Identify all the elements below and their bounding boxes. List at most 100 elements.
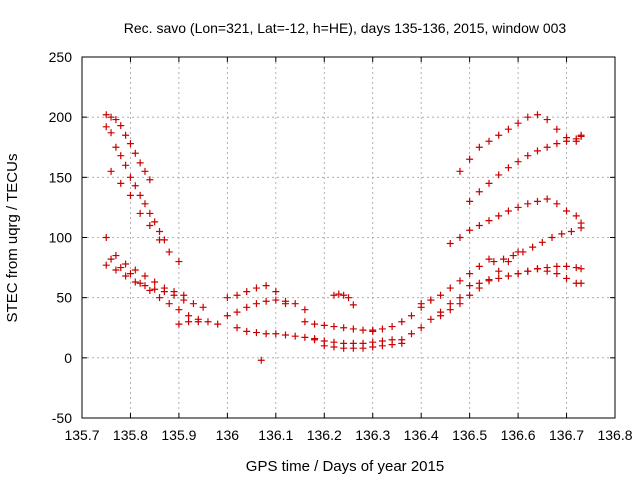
data-point — [533, 197, 541, 205]
data-point — [165, 300, 173, 308]
data-point — [485, 179, 493, 187]
data-point — [490, 258, 498, 266]
data-point — [563, 137, 571, 145]
data-point — [504, 258, 512, 266]
data-point — [466, 282, 474, 290]
data-point — [504, 125, 512, 133]
y-tick-label: 250 — [49, 49, 73, 65]
x-tick-label: 136 — [216, 427, 240, 443]
data-point — [553, 200, 561, 208]
y-tick-label: 50 — [56, 290, 72, 306]
data-point — [359, 344, 367, 352]
data-point — [446, 306, 454, 314]
data-point — [151, 278, 159, 286]
data-point — [146, 209, 154, 217]
data-point — [146, 221, 154, 229]
data-point — [495, 267, 503, 275]
data-point — [475, 221, 483, 229]
data-point — [388, 323, 396, 331]
data-point — [262, 330, 270, 338]
data-point — [175, 306, 183, 314]
data-point — [427, 315, 435, 323]
data-point — [538, 238, 546, 246]
data-point — [456, 300, 464, 308]
data-point — [122, 272, 130, 280]
data-point — [165, 248, 173, 256]
data-point — [136, 209, 144, 217]
data-point — [572, 212, 580, 220]
data-point — [485, 255, 493, 263]
data-point — [495, 212, 503, 220]
data-point — [330, 291, 338, 299]
y-tick-label: 200 — [49, 109, 73, 125]
data-point — [427, 296, 435, 304]
data-point — [156, 236, 164, 244]
data-point — [257, 356, 265, 364]
data-point — [170, 291, 178, 299]
data-point — [175, 320, 183, 328]
data-points — [102, 111, 585, 364]
y-tick-label: 150 — [49, 169, 73, 185]
data-point — [252, 300, 260, 308]
data-point — [349, 325, 357, 333]
data-point — [320, 321, 328, 329]
data-point — [340, 344, 348, 352]
x-tick-label: 136.7 — [549, 427, 584, 443]
data-point — [378, 342, 386, 350]
data-point — [282, 297, 290, 305]
data-point — [509, 252, 517, 260]
data-point — [553, 140, 561, 148]
data-point — [102, 234, 110, 241]
data-point — [117, 122, 125, 130]
x-tick-label: 135.9 — [161, 427, 196, 443]
data-point — [466, 226, 474, 234]
data-point — [466, 155, 474, 163]
data-point — [233, 324, 241, 332]
data-point — [102, 111, 110, 119]
data-point — [577, 224, 585, 232]
data-point — [272, 296, 280, 304]
data-point — [107, 167, 115, 175]
data-point — [577, 132, 585, 140]
data-point — [189, 300, 197, 308]
data-point — [456, 294, 464, 302]
data-point — [223, 312, 231, 320]
data-point — [378, 325, 386, 333]
data-point — [514, 203, 522, 211]
data-point — [214, 320, 222, 328]
data-point — [456, 167, 464, 175]
data-point — [102, 123, 110, 131]
data-point — [107, 255, 115, 263]
grid-lines — [82, 57, 615, 418]
data-point — [388, 341, 396, 349]
data-point — [398, 318, 406, 326]
data-point — [533, 147, 541, 155]
data-point — [514, 270, 522, 278]
data-point — [485, 217, 493, 225]
data-point — [417, 324, 425, 332]
data-point — [311, 336, 319, 344]
data-point — [475, 143, 483, 151]
data-point — [330, 323, 338, 331]
data-point — [543, 116, 551, 124]
data-point — [131, 182, 139, 190]
data-point — [577, 265, 585, 273]
data-point — [524, 113, 532, 121]
x-tick-label: 136.3 — [355, 427, 390, 443]
data-point — [533, 111, 541, 119]
data-point — [122, 131, 130, 139]
x-tick-labels: 135.7 135.8 135.9 136 136.1 136.2 136.3 136.4 13… — [64, 427, 632, 443]
data-point — [349, 344, 357, 352]
data-point — [233, 291, 241, 299]
data-point — [504, 207, 512, 215]
axis-ticks — [81, 56, 616, 419]
data-point — [146, 286, 154, 294]
data-point — [131, 266, 139, 274]
x-axis-label: GPS time / Days of year 2015 — [246, 458, 444, 475]
data-point — [359, 326, 367, 334]
data-point — [180, 296, 188, 304]
data-point — [126, 140, 134, 148]
data-point — [291, 332, 299, 340]
data-point — [495, 131, 503, 139]
